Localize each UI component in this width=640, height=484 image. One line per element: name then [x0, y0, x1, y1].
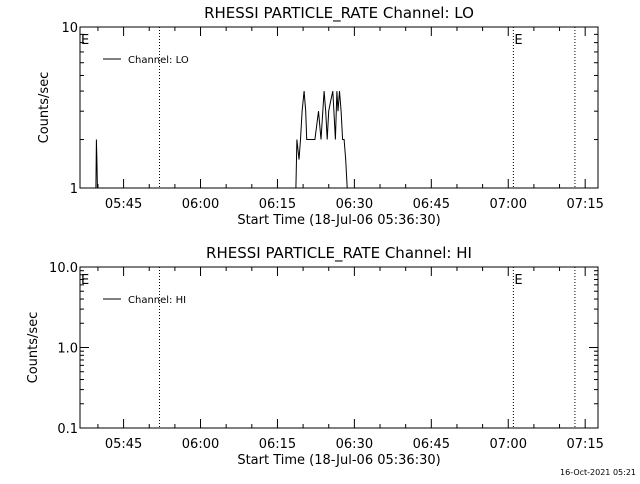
x-tick-label: 06:15	[259, 197, 296, 212]
x-tick-label: 06:00	[182, 437, 219, 452]
panel-lo: RHESSI PARTICLE_RATE Channel: LO 05:45 06:…	[37, 4, 604, 228]
y-tick-label: 1	[70, 182, 78, 197]
x-tick-label: 06:30	[336, 197, 373, 212]
x-tick-label: 06:00	[182, 197, 219, 212]
panel-hi: RHESSI PARTICLE_RATE Channel: HI 05:45 06:…	[26, 244, 604, 468]
x-tick-label: 06:45	[413, 437, 450, 452]
event-marker-label: E	[514, 273, 522, 288]
x-tick-label: 06:45	[413, 197, 450, 212]
x-tick-label: 05:45	[105, 197, 142, 212]
x-tick-label: 07:00	[490, 197, 527, 212]
print-timestamp: 16-Oct-2021 05:21	[560, 468, 636, 477]
x-tick-label: 05:45	[105, 437, 142, 452]
chart-title: RHESSI PARTICLE_RATE Channel: LO	[204, 4, 474, 23]
plot-frame	[79, 266, 599, 429]
x-tick-label: 06:15	[259, 437, 296, 452]
y-tick-label: 10.0	[49, 261, 78, 276]
y-axis-label: Counts/sec	[37, 72, 52, 144]
event-marker-label: E	[81, 273, 89, 288]
y-tick-label: 1.0	[57, 342, 78, 357]
plot-frame	[79, 26, 599, 189]
x-tick-label: 07:00	[490, 437, 527, 452]
x-tick-label: 07:15	[566, 437, 603, 452]
y-tick-label: 10	[61, 21, 78, 36]
legend-label: Channel: LO	[128, 55, 189, 66]
y-tick-label: 0.1	[57, 422, 78, 437]
event-marker-label: E	[514, 33, 522, 48]
x-tick-label: 07:15	[566, 197, 603, 212]
series-line	[94, 90, 350, 189]
x-axis-label: Start Time (18-Jul-06 05:36:30)	[237, 213, 440, 228]
x-tick-label: 06:30	[336, 437, 373, 452]
legend-label: Channel: HI	[128, 295, 186, 306]
chart-title: RHESSI PARTICLE_RATE Channel: HI	[206, 244, 472, 263]
event-marker-label: E	[81, 33, 89, 48]
x-axis-label: Start Time (18-Jul-06 05:36:30)	[237, 453, 440, 468]
y-axis-label: Counts/sec	[26, 312, 41, 384]
